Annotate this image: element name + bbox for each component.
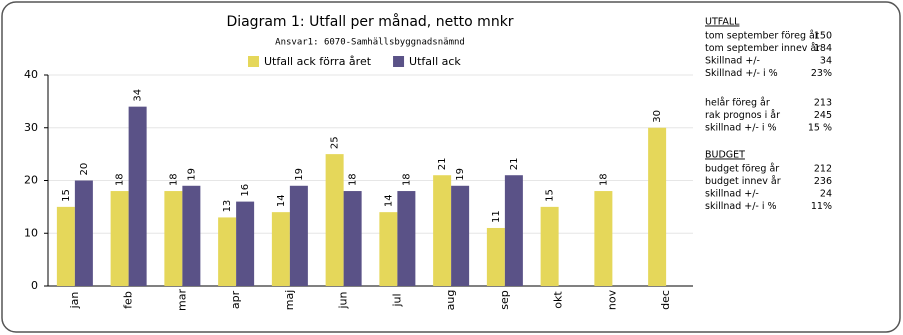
- data-label: 11: [491, 210, 502, 223]
- legend-label: Utfall ack förra året: [264, 55, 372, 68]
- panel-label: Skillnad +/-: [705, 56, 760, 67]
- panel-label: skillnad +/- i %: [705, 123, 777, 134]
- data-label: 19: [455, 168, 466, 181]
- bar: [56, 206, 75, 286]
- data-label: 34: [133, 89, 144, 102]
- panel-label: tom september föreg år: [705, 31, 819, 42]
- x-tick-label: maj: [283, 290, 296, 311]
- x-tick-label: nov: [605, 289, 618, 310]
- bar: [325, 154, 344, 286]
- data-label: 19: [294, 168, 305, 181]
- panel-value: 184: [814, 43, 832, 54]
- legend-swatch: [248, 56, 259, 67]
- panel-value: 11%: [811, 201, 832, 212]
- panel-heading: UTFALL: [705, 17, 740, 28]
- bar: [271, 212, 290, 286]
- data-label: 14: [276, 194, 287, 207]
- panel-value: 212: [814, 164, 832, 175]
- bar: [540, 206, 559, 286]
- data-label: 25: [330, 136, 341, 149]
- bar: [289, 185, 308, 286]
- x-tick-label: mar: [175, 289, 188, 311]
- bar: [236, 201, 255, 286]
- bar: [74, 180, 93, 286]
- panel-value: 23%: [811, 68, 832, 79]
- data-label: 18: [598, 173, 609, 186]
- y-tick-label: 10: [24, 226, 38, 239]
- x-tick-label: dec: [659, 290, 672, 310]
- data-label: 21: [509, 157, 520, 170]
- bar: [594, 191, 613, 286]
- panel-value: 150: [814, 31, 832, 42]
- x-tick-label: apr: [229, 290, 242, 309]
- x-tick-label: sep: [498, 290, 511, 309]
- panel-value: 24: [820, 189, 832, 200]
- data-label: 30: [652, 110, 663, 123]
- legend-label: Utfall ack: [409, 55, 461, 68]
- bar: [648, 127, 667, 286]
- panel-heading: BUDGET: [705, 150, 745, 161]
- panel-label: Skillnad +/- i %: [705, 68, 778, 79]
- data-label: 18: [115, 173, 126, 186]
- data-label: 18: [348, 173, 359, 186]
- panel-value: 245: [814, 110, 832, 121]
- bar: [182, 185, 201, 286]
- panel-label: helår föreg år: [705, 98, 770, 109]
- bar: [379, 212, 398, 286]
- panel-value: 213: [814, 98, 832, 109]
- chart-subtitle: Ansvar1: 6070-Samhällsbyggnadsnämnd: [275, 38, 465, 48]
- bar: [218, 217, 237, 286]
- bar: [504, 175, 523, 286]
- bar: [486, 227, 505, 286]
- y-tick-label: 40: [24, 68, 38, 81]
- panel-label: budget innev år: [705, 176, 781, 187]
- bar: [397, 191, 416, 286]
- panel-label: skillnad +/- i %: [705, 201, 777, 212]
- bar: [433, 175, 452, 286]
- x-tick-label: feb: [122, 291, 135, 309]
- y-tick-label: 30: [24, 121, 38, 134]
- data-label: 20: [79, 163, 90, 176]
- data-label: 15: [61, 189, 72, 202]
- data-label: 15: [545, 189, 556, 202]
- bar: [128, 106, 147, 287]
- x-tick-label: jun: [337, 291, 350, 309]
- data-label: 13: [222, 200, 233, 213]
- x-tick-label: jan: [68, 292, 81, 310]
- bar: [110, 191, 129, 286]
- panel-value: 15 %: [808, 123, 832, 134]
- x-tick-label: okt: [552, 291, 565, 309]
- chart-title: Diagram 1: Utfall per månad, netto mnkr: [226, 13, 513, 30]
- bar: [451, 185, 470, 286]
- bar: [164, 191, 183, 286]
- bar: [343, 191, 362, 286]
- data-label: 18: [401, 173, 412, 186]
- legend-swatch: [393, 56, 405, 67]
- x-tick-label: aug: [444, 290, 457, 311]
- data-label: 14: [383, 194, 394, 207]
- data-label: 19: [186, 168, 197, 181]
- data-label: 18: [168, 173, 179, 186]
- data-label: 21: [437, 157, 448, 170]
- panel-value: 34: [820, 56, 832, 67]
- panel-value: 236: [814, 176, 832, 187]
- data-label: 16: [240, 184, 251, 197]
- panel-label: skillnad +/-: [705, 189, 759, 200]
- panel-label: tom september innev år: [705, 43, 820, 54]
- x-tick-label: jul: [390, 293, 403, 307]
- y-tick-label: 20: [24, 174, 38, 187]
- panel-label: rak prognos i år: [705, 110, 780, 121]
- y-tick-label: 0: [31, 279, 38, 292]
- panel-label: budget föreg år: [705, 164, 779, 175]
